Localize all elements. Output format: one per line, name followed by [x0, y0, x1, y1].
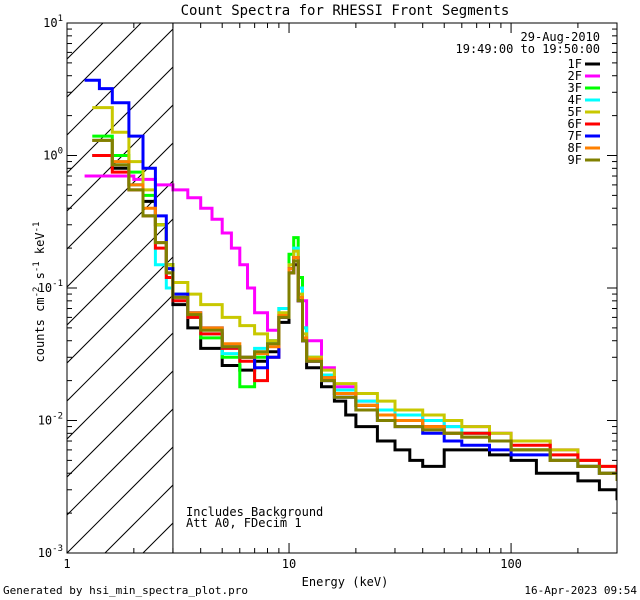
- series-line-9F: [92, 138, 617, 481]
- date-label: 29-Aug-2010: [521, 30, 600, 44]
- chart-title: Count Spectra for RHESSI Front Segments: [181, 3, 510, 19]
- hatch-line: [67, 408, 173, 516]
- y-label-base: counts cm: [33, 297, 47, 362]
- hatch-line: [67, 28, 173, 136]
- y-tick-label: 100: [43, 147, 63, 163]
- annotation-attenuator: Att A0, FDecim 1: [186, 516, 302, 530]
- generated-by: Generated by hsi_min_spectra_plot.pro: [3, 584, 248, 597]
- y-tick-label: 101: [43, 14, 63, 30]
- series-line-4F: [92, 138, 617, 481]
- legend-label-4F: 4F: [568, 93, 582, 107]
- legend-label-2F: 2F: [568, 69, 582, 83]
- series-line-8F: [92, 138, 617, 481]
- time-range-label: 19:49:00 to 19:50:00: [456, 42, 601, 56]
- legend-label-1F: 1F: [568, 57, 582, 71]
- x-axis-label: Energy (keV): [302, 575, 389, 589]
- hatch-line: [67, 370, 173, 478]
- hatch-line: [333, 23, 640, 553]
- y-axis-label: counts cm-2 s-1 keV-1: [32, 222, 47, 363]
- hatch-line: [295, 23, 640, 553]
- legend-label-6F: 6F: [568, 117, 582, 131]
- legend-label-5F: 5F: [568, 105, 582, 119]
- annotation-background: Includes Background: [186, 505, 323, 519]
- hatch-line: [257, 23, 640, 553]
- legend-label-8F: 8F: [568, 141, 582, 155]
- hatch-line: [0, 23, 27, 553]
- legend-label-3F: 3F: [568, 81, 582, 95]
- y-label-mid: s: [33, 272, 47, 286]
- y-label-exp3: -1: [32, 222, 42, 233]
- x-tick-label: 10: [282, 557, 296, 571]
- y-label-exp2: -1: [32, 261, 42, 272]
- y-tick-label: 10-2: [38, 412, 63, 428]
- plot-frame: [66, 22, 618, 554]
- hatch-line: [67, 446, 173, 553]
- y-tick-label: 10-1: [38, 279, 63, 295]
- series-line-3F: [92, 134, 617, 481]
- y-tick-label: 10-3: [38, 544, 63, 560]
- timestamp: 16-Apr-2023 09:54: [524, 584, 637, 597]
- hatch-line: [67, 104, 173, 212]
- legend-label-9F: 9F: [568, 153, 582, 167]
- series-line-2F: [84, 174, 617, 481]
- hatch-line: [67, 256, 173, 364]
- y-label-exp1: -2: [32, 287, 42, 298]
- legend-label-7F: 7F: [568, 129, 582, 143]
- x-tick-label: 100: [500, 557, 522, 571]
- y-label-end: keV: [33, 232, 47, 261]
- series-line-7F: [84, 78, 617, 481]
- hatch-line: [67, 218, 173, 326]
- x-tick-label: 1: [63, 557, 70, 571]
